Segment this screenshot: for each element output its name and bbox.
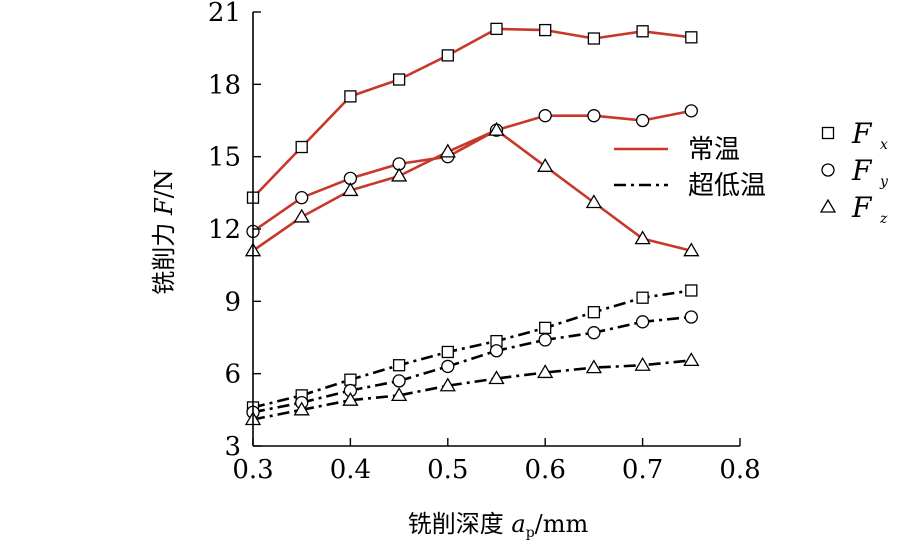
series-line-normal-triangle xyxy=(252,128,692,252)
data-point-normal-square xyxy=(295,140,308,154)
x-tick-label: 0.5 xyxy=(427,455,468,485)
y-tick-label: 12 xyxy=(208,215,241,245)
data-point-normal-square xyxy=(490,22,503,36)
x-tick-label: 0.3 xyxy=(232,455,273,485)
line-style-legend: 常温 超低温 xyxy=(614,135,766,201)
data-point-normal-square xyxy=(441,49,454,62)
data-point-normal-square xyxy=(539,23,552,37)
legend-label-cryo: 超低温 xyxy=(688,171,766,201)
series-line-cryo-triangle xyxy=(252,359,692,421)
data-point-cryo-triangle xyxy=(439,377,456,392)
plot-area xyxy=(244,22,700,426)
series-line-normal-square xyxy=(252,27,692,199)
data-point-normal-square xyxy=(587,32,601,45)
data-point-cryo-triangle xyxy=(634,356,651,371)
legend-marker-circle xyxy=(821,163,835,177)
data-point-normal-square xyxy=(685,31,698,44)
data-point-normal-triangle xyxy=(585,194,603,209)
data-point-normal-circle xyxy=(587,109,601,123)
data-point-cryo-triangle xyxy=(390,387,408,402)
data-point-cryo-circle xyxy=(489,344,504,358)
data-point-cryo-square xyxy=(685,284,698,297)
data-point-normal-circle xyxy=(538,109,552,123)
x-tick-label: 0.7 xyxy=(622,455,663,485)
data-point-cryo-square xyxy=(441,345,454,359)
data-point-cryo-square xyxy=(636,291,649,304)
data-point-cryo-circle xyxy=(684,310,698,324)
axes xyxy=(252,11,741,447)
data-point-normal-triangle xyxy=(390,167,408,182)
data-point-cryo-square xyxy=(392,359,406,372)
series-line-cryo-circle xyxy=(252,315,692,414)
data-point-normal-triangle xyxy=(439,143,456,158)
data-point-cryo-circle xyxy=(587,326,601,340)
y-axis-title-prefix: 铣削力 xyxy=(150,215,178,295)
legend-marker-triangle xyxy=(819,198,837,213)
data-point-cryo-circle xyxy=(635,315,650,329)
y-axis-title-var: F xyxy=(150,197,178,216)
y-axis-title: 铣削力 F/N xyxy=(150,169,178,294)
data-point-normal-circle xyxy=(684,104,698,118)
y-tick-label: 9 xyxy=(224,287,241,317)
legend-marker-sub-x: x xyxy=(880,137,888,153)
legend-marker-label-z: F xyxy=(851,191,873,224)
y-tick-label: 3 xyxy=(224,432,241,462)
data-point-cryo-triangle xyxy=(342,391,359,406)
data-point-normal-circle xyxy=(635,113,650,128)
legend-marker-sub-y: y xyxy=(879,174,889,190)
x-tick-label: 0.6 xyxy=(525,455,566,485)
legend-marker-square xyxy=(821,126,835,140)
data-point-normal-triangle xyxy=(488,121,505,136)
data-point-cryo-square xyxy=(344,373,357,386)
y-tick-label: 15 xyxy=(208,143,241,173)
data-point-normal-circle xyxy=(295,191,309,205)
data-point-normal-square xyxy=(344,90,357,103)
data-point-normal-triangle xyxy=(634,230,651,245)
data-point-normal-square xyxy=(392,73,406,86)
data-point-normal-square xyxy=(636,25,649,38)
data-point-cryo-triangle xyxy=(537,364,554,379)
data-point-cryo-triangle xyxy=(488,370,505,385)
data-point-cryo-triangle xyxy=(683,352,700,367)
series-line-normal-circle xyxy=(252,109,692,233)
y-tick-label: 18 xyxy=(208,70,241,100)
data-point-normal-triangle xyxy=(342,182,359,197)
data-point-normal-triangle xyxy=(537,158,554,172)
legend-marker-label-x: F xyxy=(851,117,873,150)
x-axis-title-var: a xyxy=(511,510,525,538)
data-point-cryo-square xyxy=(587,306,601,319)
series-line-cryo-square xyxy=(252,289,692,409)
x-tick-label: 0.8 xyxy=(719,455,760,485)
x-axis-title-suffix: /mm xyxy=(535,510,589,538)
data-point-normal-triangle xyxy=(293,208,310,223)
data-point-cryo-square xyxy=(539,321,552,335)
data-point-cryo-circle xyxy=(392,374,406,388)
data-point-normal-triangle xyxy=(683,242,700,257)
y-axis-title-suffix: /N xyxy=(150,169,178,198)
legend-marker-sub-z: z xyxy=(879,211,888,227)
y-tick-label: 21 xyxy=(208,0,241,28)
legend-label-normal: 常温 xyxy=(688,135,740,165)
x-tick-label: 0.4 xyxy=(330,455,371,485)
data-point-cryo-triangle xyxy=(585,359,603,374)
x-axis-title: 铣削深度 ap/mm xyxy=(408,510,589,541)
data-point-cryo-circle xyxy=(538,333,552,347)
tick-labels: 3 6 9 12 15 18 21 0.3 0.4 0.5 0.6 0.7 0.8 xyxy=(208,0,761,485)
data-point-cryo-circle xyxy=(441,359,455,374)
data-point-cryo-triangle xyxy=(293,401,310,416)
y-tick-label: 6 xyxy=(224,360,241,390)
x-axis-title-prefix: 铣削深度 xyxy=(408,510,512,538)
legend-marker-label-y: F xyxy=(851,154,873,187)
x-axis-title-sub: p xyxy=(526,525,535,541)
